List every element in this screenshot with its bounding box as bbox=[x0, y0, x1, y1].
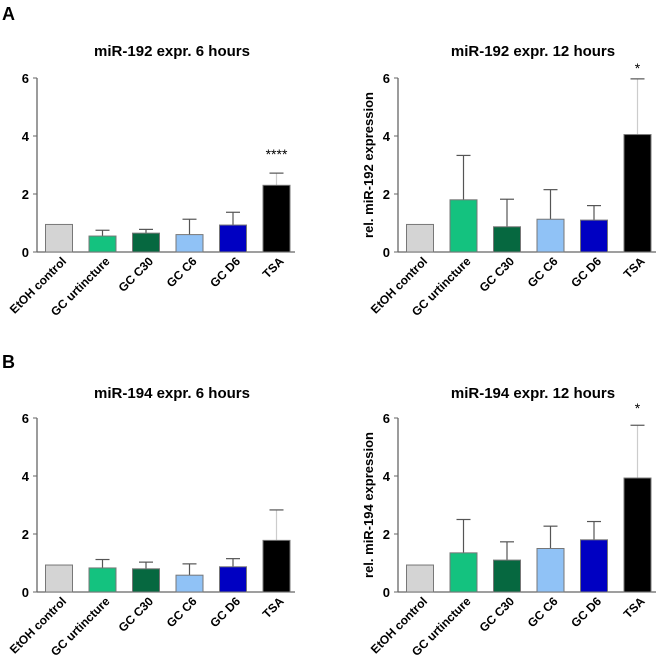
chart-2: miR-192 expr. 12 hours rel. miR-192 expre… bbox=[361, 43, 656, 319]
bar bbox=[262, 539, 291, 593]
y-tick-label: 0 bbox=[22, 245, 29, 260]
y-tick-label: 6 bbox=[22, 411, 29, 426]
chart-title: miR-192 expr. 12 hours bbox=[451, 43, 615, 60]
y-tick-label: 4 bbox=[22, 129, 30, 144]
y-tick-label: 6 bbox=[22, 71, 29, 86]
bar bbox=[536, 218, 565, 253]
chart-title: miR-194 expr. 6 hours bbox=[94, 385, 250, 402]
significance-label: * bbox=[635, 400, 641, 416]
significance-label: * bbox=[635, 60, 641, 76]
bar bbox=[580, 539, 608, 593]
panel-label-a: A bbox=[2, 4, 15, 24]
bar bbox=[219, 224, 247, 253]
bar bbox=[449, 199, 478, 253]
y-tick-label: 0 bbox=[22, 585, 29, 600]
y-tick-label: 2 bbox=[383, 527, 390, 542]
chart-title: miR-192 expr. 6 hours bbox=[94, 43, 250, 60]
bar bbox=[175, 574, 204, 593]
bar bbox=[493, 559, 521, 593]
y-tick-label: 4 bbox=[383, 129, 391, 144]
bar bbox=[406, 564, 434, 593]
y-tick-label: 2 bbox=[22, 187, 29, 202]
bar bbox=[623, 477, 652, 593]
y-axis-label: rel. miR-192 expression bbox=[361, 92, 376, 238]
bar bbox=[219, 566, 247, 593]
bar bbox=[88, 235, 117, 253]
y-tick-label: 2 bbox=[383, 187, 390, 202]
y-tick-label: 2 bbox=[22, 527, 29, 542]
bar bbox=[493, 226, 521, 253]
bar bbox=[132, 568, 160, 593]
y-tick-label: 0 bbox=[383, 585, 390, 600]
bar bbox=[449, 552, 478, 593]
y-tick-label: 6 bbox=[383, 71, 390, 86]
y-axis-label: rel. miR-194 expression bbox=[361, 432, 376, 578]
bar bbox=[536, 548, 565, 593]
significance-label: **** bbox=[266, 146, 288, 162]
bar bbox=[88, 567, 117, 593]
bar bbox=[175, 234, 204, 253]
y-tick-label: 4 bbox=[383, 469, 391, 484]
bar bbox=[406, 223, 434, 253]
panel-label-b: B bbox=[2, 352, 15, 372]
y-tick-label: 6 bbox=[383, 411, 390, 426]
bar bbox=[45, 223, 73, 253]
bar bbox=[262, 184, 291, 253]
bar bbox=[623, 134, 652, 253]
y-tick-label: 4 bbox=[22, 469, 30, 484]
bar bbox=[580, 219, 608, 253]
bar bbox=[132, 232, 160, 253]
bar bbox=[45, 564, 73, 593]
y-tick-label: 0 bbox=[383, 245, 390, 260]
chart-title: miR-194 expr. 12 hours bbox=[451, 385, 615, 402]
